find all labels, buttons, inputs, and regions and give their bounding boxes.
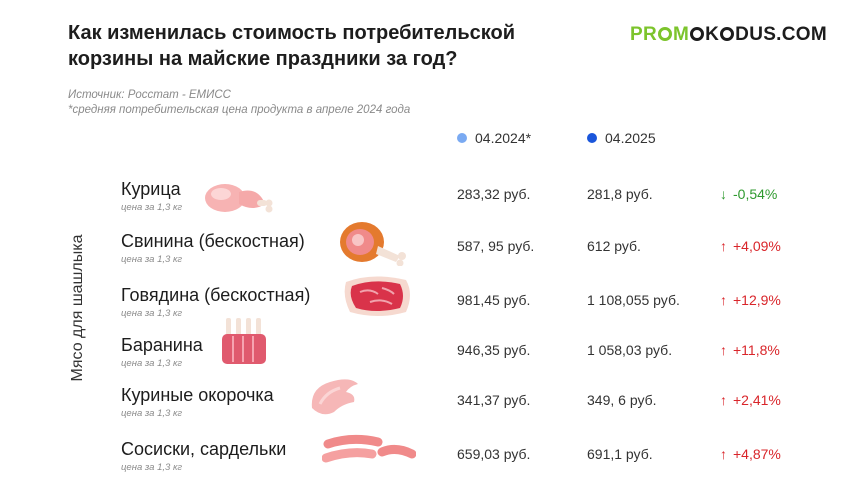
table-row: Сосиски, сардельки цена за 1,3 кг 659,03… (0, 434, 867, 490)
product-name: Баранина (121, 335, 203, 355)
price-2024: 659,03 руб. (457, 446, 531, 462)
legend-2025: 04.2025 (587, 130, 656, 146)
logo-ring-icon (720, 27, 735, 41)
product-name: Говядина (бескостная) (121, 285, 311, 305)
price-2025: 612 руб. (587, 238, 641, 254)
steak-icon (344, 276, 410, 316)
logo-ring-icon (690, 27, 705, 41)
arrow-up-icon: ↑ (720, 342, 727, 358)
product-name: Куриные окорочка (121, 385, 274, 405)
price-2025: 1 058,03 руб. (587, 342, 673, 358)
price-2024: 283,32 руб. (457, 186, 531, 202)
price-2024: 587, 95 руб. (457, 238, 535, 254)
arrow-down-icon: ↓ (720, 186, 727, 202)
legend-dot-2024-icon (457, 133, 467, 143)
arrow-up-icon: ↑ (720, 238, 727, 254)
price-change: ↑ +4,87% (720, 446, 781, 462)
legend-2024: 04.2024* (457, 130, 531, 146)
arrow-up-icon: ↑ (720, 392, 727, 408)
source-note: Источник: Росстат - ЕМИСС *средняя потре… (68, 88, 410, 118)
table-row: Свинина (бескостная) цена за 1,3 кг 587,… (0, 222, 867, 282)
price-2025: 1 108,055 руб. (587, 292, 680, 308)
product-name: Курица (121, 179, 181, 199)
price-2025: 349, 6 руб. (587, 392, 657, 408)
product-name: Свинина (бескостная) (121, 231, 305, 251)
page-title: Как изменилась стоимость потребительской… (68, 22, 516, 70)
table-row: Курица цена за 1,3 кг 283,32 руб. 281,8 … (0, 178, 867, 230)
unit-note: цена за 1,3 кг (121, 358, 183, 369)
footnote-line: *средняя потребительская цена продукта в… (68, 104, 411, 116)
arrow-up-icon: ↑ (720, 446, 727, 462)
chicken-wing-icon (311, 379, 358, 415)
logo-ring-icon (658, 27, 672, 41)
price-2024: 341,37 руб. (457, 392, 531, 408)
price-2024: 981,45 руб. (457, 292, 531, 308)
product-name: Сосиски, сардельки (121, 439, 287, 459)
price-2024: 946,35 руб. (457, 342, 531, 358)
unit-note: цена за 1,3 кг (121, 308, 183, 319)
source-line: Источник: Росстат - ЕМИСС (68, 89, 231, 101)
promokodus-logo[interactable]: PR M K DUS.COM (630, 24, 827, 45)
price-change: ↓ -0,54% (720, 186, 778, 202)
unit-note: цена за 1,3 кг (121, 254, 183, 265)
price-change: ↑ +11,8% (720, 342, 780, 358)
price-2025: 691,1 руб. (587, 446, 653, 462)
chicken-leg-icon (205, 184, 273, 213)
table-row: Баранина цена за 1,3 кг 946,35 руб. 1 05… (0, 318, 867, 386)
table-row: Куриные окорочка цена за 1,3 кг 341,37 р… (0, 379, 867, 436)
lamb-rack-icon (222, 318, 266, 364)
ham-icon (340, 222, 406, 266)
unit-note: цена за 1,3 кг (121, 408, 183, 419)
unit-note: цена за 1,3 кг (121, 462, 183, 473)
arrow-up-icon: ↑ (720, 292, 727, 308)
price-change: ↑ +2,41% (720, 392, 781, 408)
price-change: ↑ +12,9% (720, 292, 781, 308)
price-2025: 281,8 руб. (587, 186, 653, 202)
table-row: Говядина (бескостная) цена за 1,3 кг 981… (0, 276, 867, 336)
price-change: ↑ +4,09% (720, 238, 781, 254)
unit-note: цена за 1,3 кг (121, 202, 183, 213)
legend-dot-2025-icon (587, 133, 597, 143)
sausages-icon (322, 434, 416, 463)
